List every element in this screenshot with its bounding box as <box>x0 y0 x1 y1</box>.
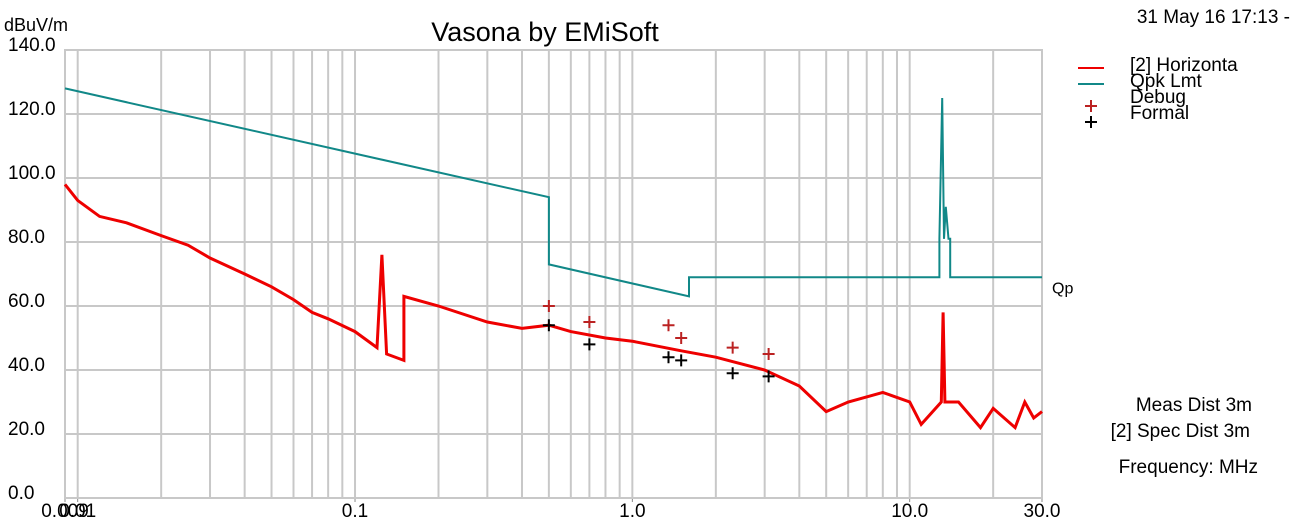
timestamp: 31 May 16 17:13 - <box>1137 7 1290 28</box>
x-tick-label: 30.0 <box>1024 501 1061 522</box>
y-tick-label: 40.0 <box>8 355 45 376</box>
legend-label: [2] Horizonta <box>1130 55 1238 76</box>
marker <box>662 319 675 332</box>
marker <box>583 338 596 351</box>
x-tick-label: 10.0 <box>891 501 928 522</box>
legend-symbol <box>1085 100 1097 112</box>
legend-symbol <box>1085 116 1097 128</box>
series-line <box>64 87 1042 298</box>
x-tick-label: 0.009 <box>41 501 89 522</box>
legend-label: Formal <box>1130 103 1189 124</box>
marker <box>726 367 739 380</box>
series-line <box>63 183 1043 431</box>
marker <box>542 300 555 312</box>
chart-title: Vasona by EMiSoft <box>431 17 659 47</box>
marker <box>675 332 688 344</box>
legend-label: Qpk Lmt <box>1130 71 1203 92</box>
x-tick-label: 0.1 <box>342 501 368 522</box>
legend-label: Debug <box>1130 87 1186 108</box>
x-tick-label: 1.0 <box>619 501 645 522</box>
limit-label: Qp <box>1052 280 1073 297</box>
plot-frame <box>64 49 1043 499</box>
x-tick-label: 0.01 <box>59 501 96 522</box>
y-tick-label: 20.0 <box>8 419 45 440</box>
marker <box>726 341 739 354</box>
marker <box>762 370 775 383</box>
marker <box>583 316 596 328</box>
y-tick-label: 0.0 <box>8 483 34 504</box>
marker <box>542 319 555 332</box>
note: [2] Spec Dist 3m <box>1111 421 1250 442</box>
y-axis-label: dBuV/m <box>4 15 68 35</box>
note: Meas Dist 3m <box>1136 395 1252 416</box>
y-tick-label: 60.0 <box>8 291 45 312</box>
y-tick-label: 120.0 <box>8 99 56 120</box>
y-tick-label: 80.0 <box>8 227 45 248</box>
y-tick-label: 100.0 <box>8 163 56 184</box>
x-axis-label: Frequency: MHz <box>1119 457 1258 478</box>
y-tick-label: 140.0 <box>8 35 56 56</box>
marker <box>662 351 675 364</box>
marker <box>675 354 688 367</box>
marker <box>762 348 775 360</box>
